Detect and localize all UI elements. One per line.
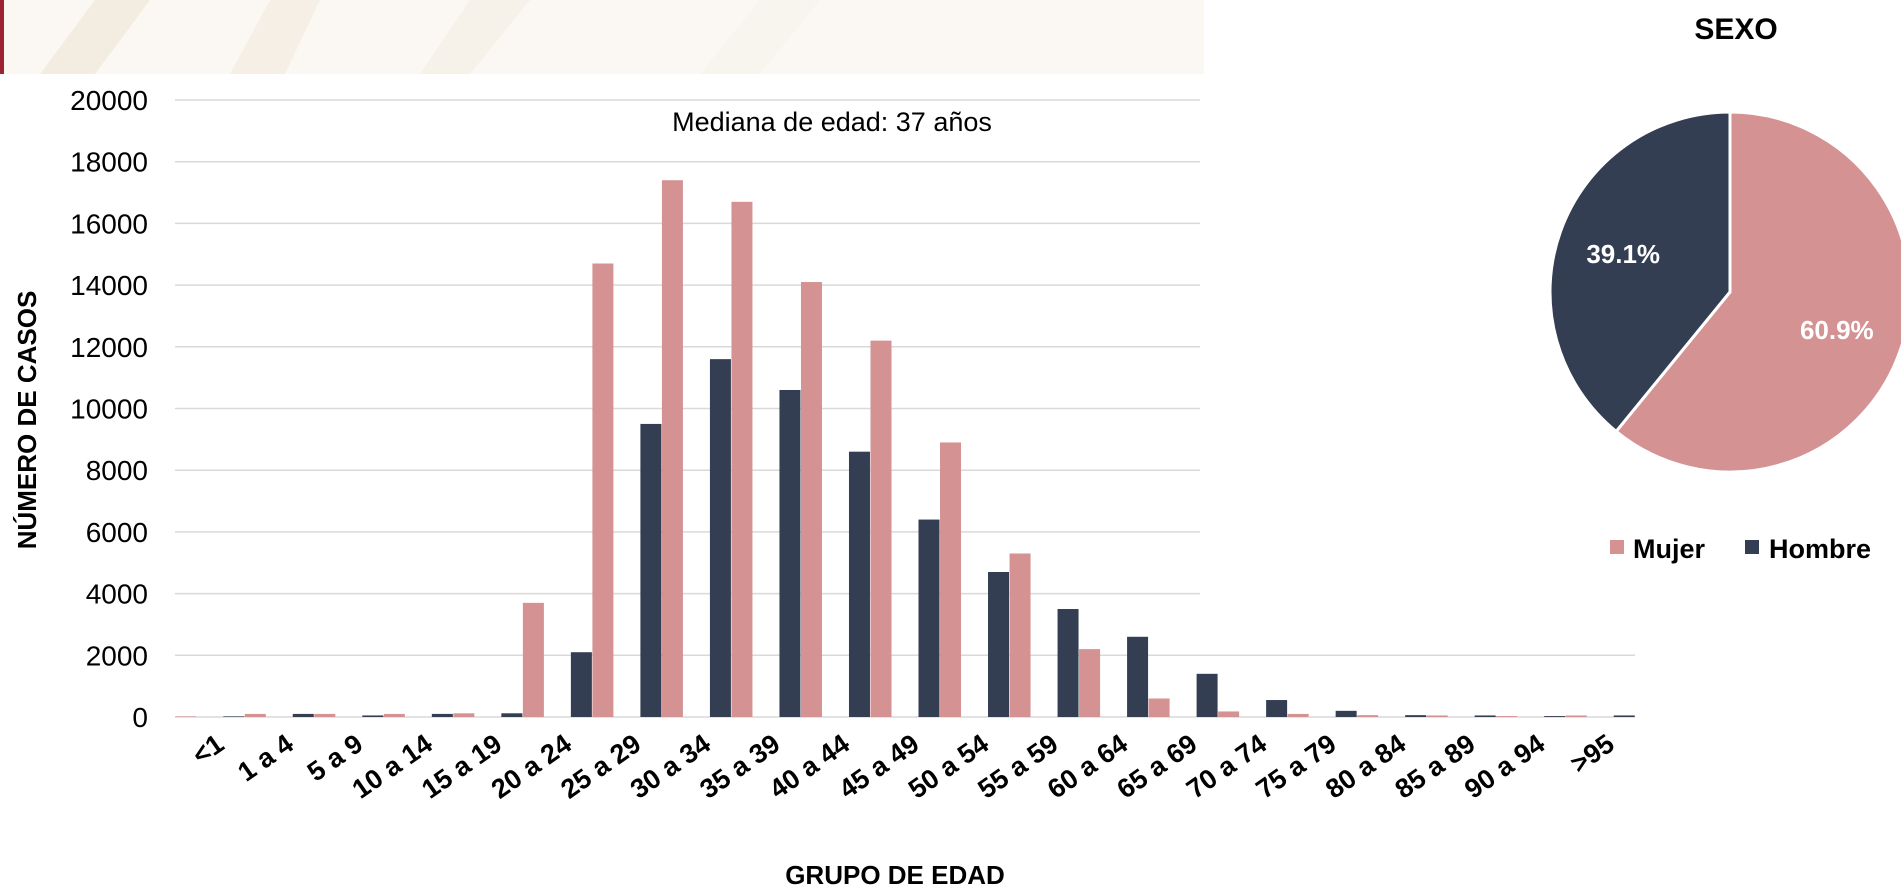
bar-hombre <box>292 713 314 717</box>
bar-mujer <box>1426 715 1448 717</box>
y-tick-label: 14000 <box>70 270 148 301</box>
bar-hombre <box>779 389 801 717</box>
header-ornament <box>700 0 820 74</box>
bar-hombre <box>1405 715 1427 717</box>
bar-mujer <box>661 180 683 717</box>
bar-hombre <box>501 713 523 717</box>
pie-title: SEXO <box>1694 13 1777 46</box>
legend-label-mujer: Mujer <box>1633 534 1706 564</box>
y-tick-label: 18000 <box>70 147 148 178</box>
bar-hombre <box>1474 715 1496 717</box>
x-tick-label: 45 a 49 <box>833 728 924 804</box>
bar-mujer <box>522 602 544 717</box>
header-decoration <box>0 0 1204 74</box>
bar-mujer <box>940 442 962 717</box>
y-axis-ticks: 0 2000 4000 6000 8000 10000 12000 14000 16000 180… <box>70 85 148 733</box>
bar-mujer <box>1148 698 1170 717</box>
x-tick-label: 35 a 39 <box>694 728 785 804</box>
bar-mujer <box>175 716 197 717</box>
bar-mujer <box>1287 713 1309 717</box>
bar-hombre <box>918 519 940 717</box>
age-group-bar-chart: 0 2000 4000 6000 8000 10000 12000 14000 16000 180… <box>12 85 1635 888</box>
header-ornament <box>230 0 320 74</box>
bar-mujer <box>1218 711 1240 717</box>
y-tick-label: 8000 <box>86 455 148 486</box>
bars <box>175 180 1635 717</box>
bar-mujer <box>592 263 614 717</box>
bar-mujer <box>453 713 475 717</box>
x-tick-label: <1 <box>187 728 229 770</box>
x-tick-label: 25 a 29 <box>555 728 646 804</box>
x-tick-label: 80 a 84 <box>1320 728 1411 804</box>
x-tick-label: 10 a 14 <box>347 728 438 804</box>
header-ornament <box>40 0 150 74</box>
header-ornament <box>420 0 530 74</box>
x-tick-label: 30 a 34 <box>625 728 716 804</box>
bar-mujer <box>244 713 266 717</box>
x-tick-label: 50 a 54 <box>903 728 994 804</box>
bar-hombre <box>223 716 245 717</box>
bar-hombre <box>1057 609 1079 717</box>
bar-hombre <box>988 572 1010 717</box>
y-tick-label: 20000 <box>70 85 148 116</box>
bar-mujer <box>1009 553 1031 717</box>
x-tick-label: 85 a 89 <box>1390 728 1481 804</box>
bar-hombre <box>640 423 662 717</box>
x-tick-label: 1 a 4 <box>232 728 298 787</box>
x-tick-label: 15 a 19 <box>416 728 507 804</box>
legend-swatch-hombre <box>1745 540 1759 554</box>
legend: Mujer Hombre <box>1610 534 1871 564</box>
legend-label-hombre: Hombre <box>1769 534 1871 564</box>
x-axis-title: GRUPO DE EDAD <box>785 860 1005 888</box>
x-tick-label: 70 a 74 <box>1181 728 1272 804</box>
header-accent-line <box>0 0 4 74</box>
y-tick-label: 10000 <box>70 394 148 425</box>
y-tick-label: 16000 <box>70 208 148 239</box>
bar-hombre <box>1335 710 1357 717</box>
x-tick-label: 20 a 24 <box>486 728 577 804</box>
bar-mujer <box>314 713 336 717</box>
bar-hombre <box>1613 715 1635 717</box>
bar-hombre <box>1266 700 1288 717</box>
y-tick-label: 2000 <box>86 640 148 671</box>
bar-hombre <box>1196 673 1218 717</box>
bar-hombre <box>570 652 592 717</box>
pie-label-mujer: 60.9% <box>1800 315 1874 345</box>
y-axis-title: NÚMERO DE CASOS <box>12 291 42 550</box>
x-tick-label: 65 a 69 <box>1112 728 1203 804</box>
bar-mujer <box>870 340 892 717</box>
x-tick-label: 40 a 44 <box>764 728 855 804</box>
y-tick-label: 0 <box>132 702 148 733</box>
bar-hombre <box>362 715 384 717</box>
pie-slice-mujer <box>1614 110 1901 474</box>
x-tick-label: 75 a 79 <box>1251 728 1342 804</box>
median-age-annotation: Mediana de edad: 37 años <box>672 107 992 137</box>
bar-mujer <box>731 201 753 717</box>
gridlines <box>175 99 1635 718</box>
bar-mujer <box>800 282 822 717</box>
bar-hombre <box>709 359 731 717</box>
header-band <box>4 0 1204 74</box>
pie-slices: 60.9% 39.1% <box>1548 110 1901 474</box>
pie-label-hombre: 39.1% <box>1586 239 1660 269</box>
bar-mujer <box>383 713 405 717</box>
bar-hombre <box>431 713 453 717</box>
sex-pie-chart: SEXO 60.9% 39.1% Mujer Hombre <box>1548 13 1901 564</box>
bar-hombre <box>848 451 870 717</box>
bar-mujer <box>1565 715 1587 717</box>
y-tick-label: 6000 <box>86 517 148 548</box>
y-tick-label: 12000 <box>70 332 148 363</box>
bar-mujer <box>1079 649 1101 717</box>
legend-swatch-mujer <box>1610 540 1624 554</box>
x-tick-label: 55 a 59 <box>972 728 1063 804</box>
bar-hombre <box>1127 636 1149 717</box>
bar-mujer <box>1496 716 1518 717</box>
bar-mujer <box>1357 715 1379 717</box>
y-tick-label: 4000 <box>86 579 148 610</box>
bar-hombre <box>1544 716 1566 717</box>
x-tick-label: 60 a 64 <box>1042 728 1133 804</box>
pie-slice-hombre <box>1548 110 1732 434</box>
